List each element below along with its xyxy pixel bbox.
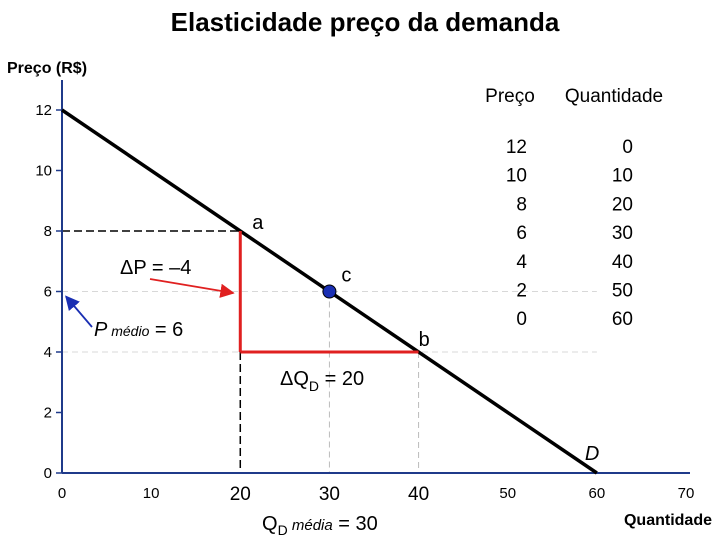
table-cell-preco: 6 xyxy=(516,223,527,244)
x-tick-label: 60 xyxy=(589,485,606,502)
table-header-preco: Preço xyxy=(485,86,535,107)
delta-q-annotation: ΔQD = 20 xyxy=(280,368,364,394)
q-media-annotation: QD média = 30 xyxy=(262,513,378,538)
table-cell-preco: 8 xyxy=(516,194,527,215)
point-c-label: c xyxy=(341,265,351,287)
x-tick-label: 10 xyxy=(143,485,160,502)
y-tick-label: 2 xyxy=(44,405,52,422)
x-tick-label: 30 xyxy=(319,484,340,505)
midpoint-c-marker xyxy=(322,284,337,299)
table-cell-preco: 10 xyxy=(506,166,527,187)
x-tick-label: 0 xyxy=(58,485,66,502)
delta-p-arrow xyxy=(149,278,235,298)
y-tick-label: 8 xyxy=(44,223,52,240)
x-tick-label: 70 xyxy=(678,485,695,502)
table-cell-preco: 0 xyxy=(516,309,527,330)
axes xyxy=(61,80,690,474)
p-medio-annotation: P médio = 6 xyxy=(94,319,183,341)
table-cell-preco: 2 xyxy=(516,281,527,302)
y-tick-labels: 0 2 4 6 8 10 12 xyxy=(35,102,62,482)
x-tick-label: 40 xyxy=(408,484,429,505)
table-cell-quantidade: 50 xyxy=(612,281,633,302)
table-cell-quantidade: 10 xyxy=(612,166,633,187)
y-tick-label: 12 xyxy=(35,102,52,119)
table-cell-preco: 12 xyxy=(506,137,527,158)
x-tick-labels: 0 10 20 30 40 50 60 70 xyxy=(58,484,695,505)
table-cell-quantidade: 20 xyxy=(612,194,633,215)
table-cell-quantidade: 40 xyxy=(612,252,633,273)
y-tick-label: 0 xyxy=(44,465,52,482)
point-a-label: a xyxy=(252,212,264,234)
p-medio-arrow xyxy=(65,295,93,328)
table-cell-quantidade: 0 xyxy=(622,137,633,158)
table-cell-preco: 4 xyxy=(516,252,527,273)
demand-line-label: D xyxy=(585,443,599,465)
x-axis-label: Quantidade xyxy=(624,512,712,529)
annotation-marks: a b c xyxy=(65,212,430,354)
chart-title: Elasticidade preço da demanda xyxy=(171,7,560,37)
y-tick-label: 10 xyxy=(35,163,52,180)
x-tick-label: 20 xyxy=(230,484,251,505)
table-cell-quantidade: 30 xyxy=(612,223,633,244)
y-axis-label: Preço (R$) xyxy=(7,60,87,77)
delta-p-annotation: ΔP = –4 xyxy=(120,257,191,279)
point-b-label: b xyxy=(419,329,430,351)
y-tick-label: 6 xyxy=(44,284,52,301)
y-tick-label: 4 xyxy=(44,344,52,361)
price-quantity-table: Preço Quantidade 12 0 10 10 8 20 6 30 4 40 2 50 0 60 xyxy=(485,86,663,330)
table-cell-quantidade: 60 xyxy=(612,309,633,330)
guide-lines xyxy=(62,230,597,473)
table-header-quantidade: Quantidade xyxy=(565,86,663,107)
x-tick-label: 50 xyxy=(499,485,516,502)
